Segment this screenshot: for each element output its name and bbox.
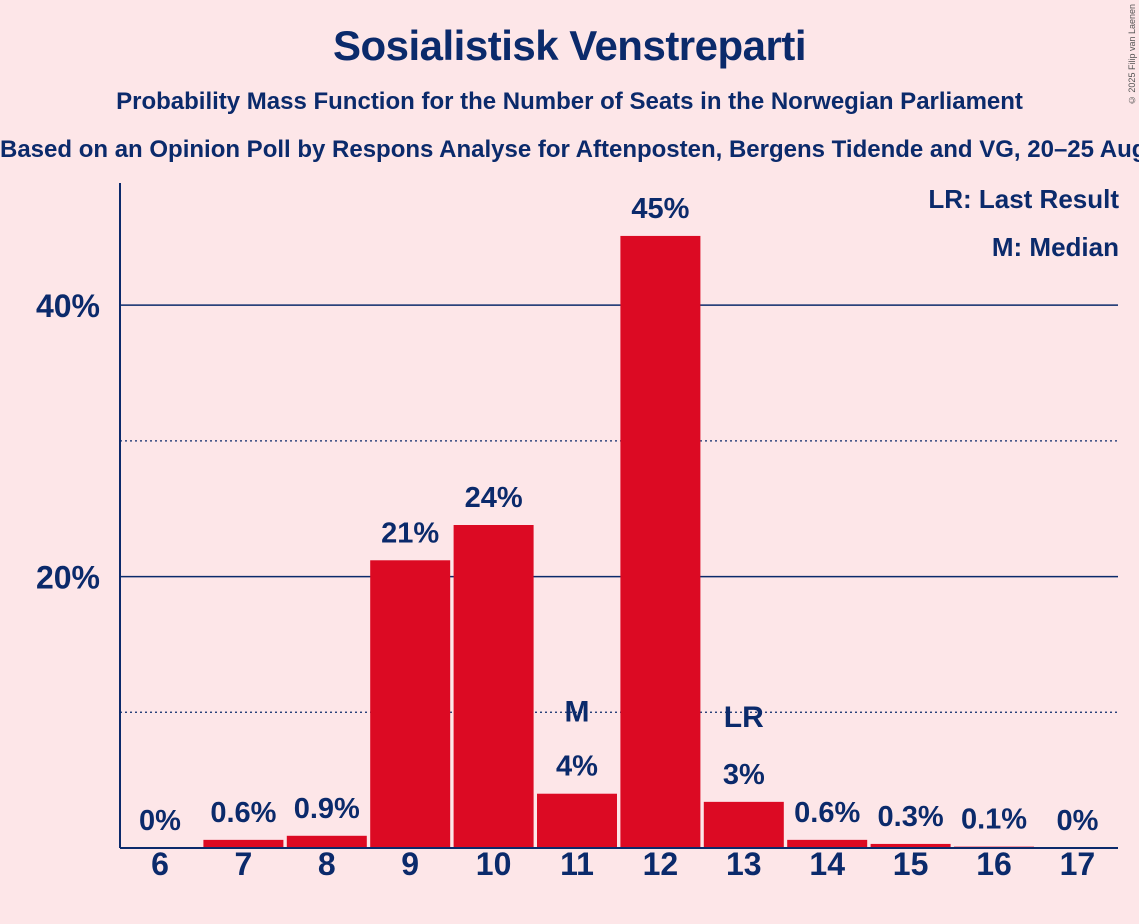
value-label-14: 0.6%: [794, 797, 860, 829]
x-tick-label-6: 6: [151, 846, 169, 882]
value-label-7: 0.6%: [210, 797, 276, 829]
value-label-8: 0.9%: [294, 793, 360, 825]
value-label-9: 21%: [381, 517, 439, 549]
x-tick-label-12: 12: [643, 846, 679, 882]
value-label-13: 3%: [723, 759, 765, 791]
bar-seats-12: [620, 235, 701, 848]
value-label-16: 0.1%: [961, 804, 1027, 836]
bar-seats-15: [870, 843, 951, 848]
x-tick-label-16: 16: [976, 846, 1012, 882]
x-tick-label-14: 14: [809, 846, 845, 882]
bar-seats-13: [703, 801, 784, 848]
x-tick-label-9: 9: [401, 846, 419, 882]
chart-title: Sosialistisk Venstreparti: [332, 22, 807, 69]
y-tick-label-1: 40%: [36, 288, 100, 324]
y-tick-label-0: 20%: [36, 560, 100, 596]
x-tick-label-13: 13: [726, 846, 762, 882]
bar-seats-14: [787, 839, 868, 848]
x-tick-label-10: 10: [476, 846, 512, 882]
bar-seats-9: [370, 560, 451, 848]
x-tick-label-17: 17: [1060, 846, 1096, 882]
value-label-10: 24%: [465, 482, 523, 514]
last-result-marker: LR: [724, 701, 764, 734]
value-label-15: 0.3%: [878, 801, 944, 833]
x-tick-label-8: 8: [318, 846, 336, 882]
value-label-6: 0%: [139, 805, 181, 837]
legend-median: M: Median: [991, 232, 1119, 262]
value-label-11: 4%: [556, 751, 598, 783]
chart-source: Based on an Opinion Poll by Respons Anal…: [0, 136, 1139, 163]
bar-seats-10: [453, 525, 534, 848]
legend-last-result: LR: Last Result: [928, 184, 1119, 214]
bar-seats-8: [286, 835, 367, 848]
bar-seats-11: [537, 793, 617, 848]
x-tick-label-11: 11: [560, 846, 594, 882]
x-tick-label-15: 15: [893, 846, 929, 882]
value-label-12: 45%: [631, 193, 689, 225]
x-tick-label-7: 7: [235, 846, 253, 882]
chart-subtitle: Probability Mass Function for the Number…: [116, 88, 1023, 115]
bar-seats-7: [203, 839, 284, 848]
value-label-17: 0%: [1056, 805, 1098, 837]
median-marker: M: [565, 696, 590, 729]
